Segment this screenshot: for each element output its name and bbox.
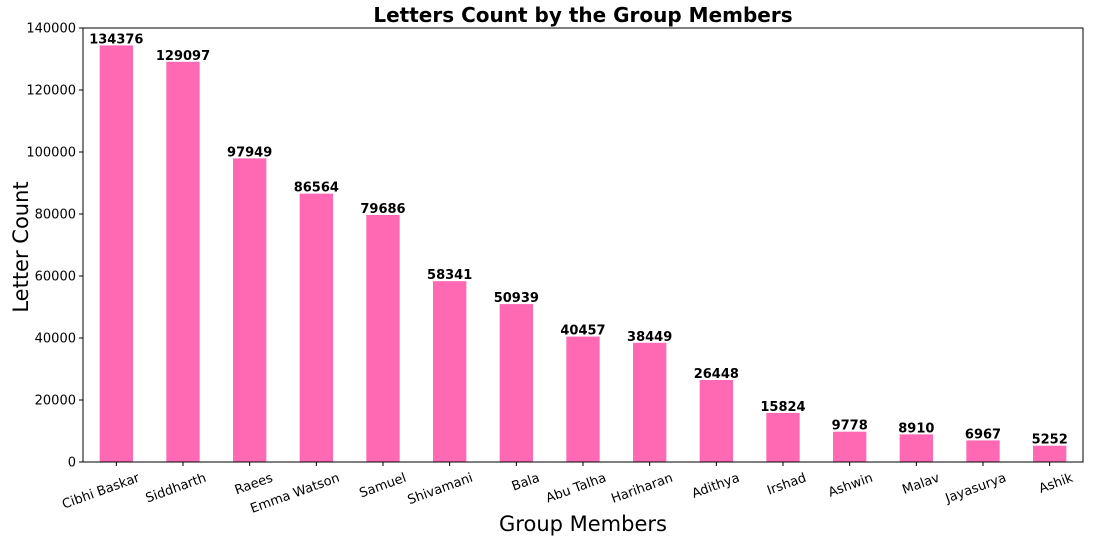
bar-9: [699, 380, 733, 462]
bar-13: [966, 440, 1000, 462]
y-tick-label: 100000: [26, 146, 76, 161]
bar-value-label: 5252: [1032, 433, 1068, 448]
x-tick-label: Siddharth: [144, 471, 209, 507]
y-tick-label: 0: [68, 456, 76, 471]
bar-0: [99, 45, 133, 463]
bar-value-label: 79686: [360, 202, 405, 217]
bar-value-label: 9778: [832, 419, 868, 434]
y-axis-label: Letter Count: [9, 181, 33, 312]
y-tick-label: 120000: [26, 84, 76, 99]
bar-value-label: 8910: [898, 421, 934, 436]
bar-value-label: 38449: [627, 330, 672, 345]
value-labels-group: 134376 129097 97949 86564 79686 58341 50939 404…: [89, 32, 1068, 447]
bar-5: [433, 281, 467, 462]
y-tick-label: 140000: [26, 22, 76, 37]
bar-value-label: 97949: [227, 145, 272, 160]
bar-value-label: 50939: [494, 291, 539, 306]
bar-value-label: 40457: [560, 324, 605, 339]
x-tick-label: Shivamani: [406, 471, 475, 508]
bar-8: [633, 342, 667, 462]
x-tick-label: Samuel: [357, 471, 408, 502]
x-tick-label: Jayasurya: [943, 471, 1009, 507]
x-axis-label: Group Members: [499, 512, 667, 536]
x-tick-label: Irshad: [765, 471, 808, 499]
bar-value-label: 58341: [427, 268, 472, 283]
bar-3: [299, 193, 333, 462]
x-tick-label: Malav: [900, 471, 942, 498]
x-tick-label: Hariharan: [609, 471, 675, 507]
x-tick-label: Bala: [510, 471, 542, 495]
y-axis-ticks: 0 20000 40000 60000 80000 100000 120000 140000: [26, 22, 83, 471]
x-tick-label: Abu Talha: [544, 471, 608, 507]
y-tick-label: 40000: [35, 332, 76, 347]
bar-6: [499, 304, 533, 462]
x-tick-label: Ashwin: [826, 471, 875, 501]
bar-4: [366, 214, 400, 462]
bar-11: [833, 431, 867, 462]
x-tick-label: Adithya: [690, 471, 742, 502]
bar-10: [766, 412, 800, 462]
x-tick-label: Cibhi Baskar: [60, 470, 142, 512]
chart-title: Letters Count by the Group Members: [373, 3, 792, 27]
bar-12: [899, 434, 933, 462]
bar-value-label: 129097: [156, 49, 210, 64]
y-tick-label: 60000: [35, 270, 76, 285]
bar-value-label: 6967: [965, 427, 1001, 442]
y-tick-label: 80000: [35, 208, 76, 223]
y-tick-label: 20000: [35, 394, 76, 409]
x-tick-label: Raees: [233, 471, 275, 499]
plot-frame: [82, 27, 1084, 463]
bar-value-label: 134376: [89, 32, 143, 47]
bar-2: [233, 158, 267, 462]
bars-group: [99, 45, 1067, 463]
bar-7: [566, 336, 600, 462]
bar-value-label: 26448: [694, 367, 739, 382]
bar-14: [1033, 445, 1067, 462]
x-tick-label: Ashik: [1037, 471, 1076, 497]
bar-1: [166, 61, 200, 462]
bar-value-label: 86564: [294, 181, 339, 196]
bar-value-label: 15824: [760, 400, 805, 415]
